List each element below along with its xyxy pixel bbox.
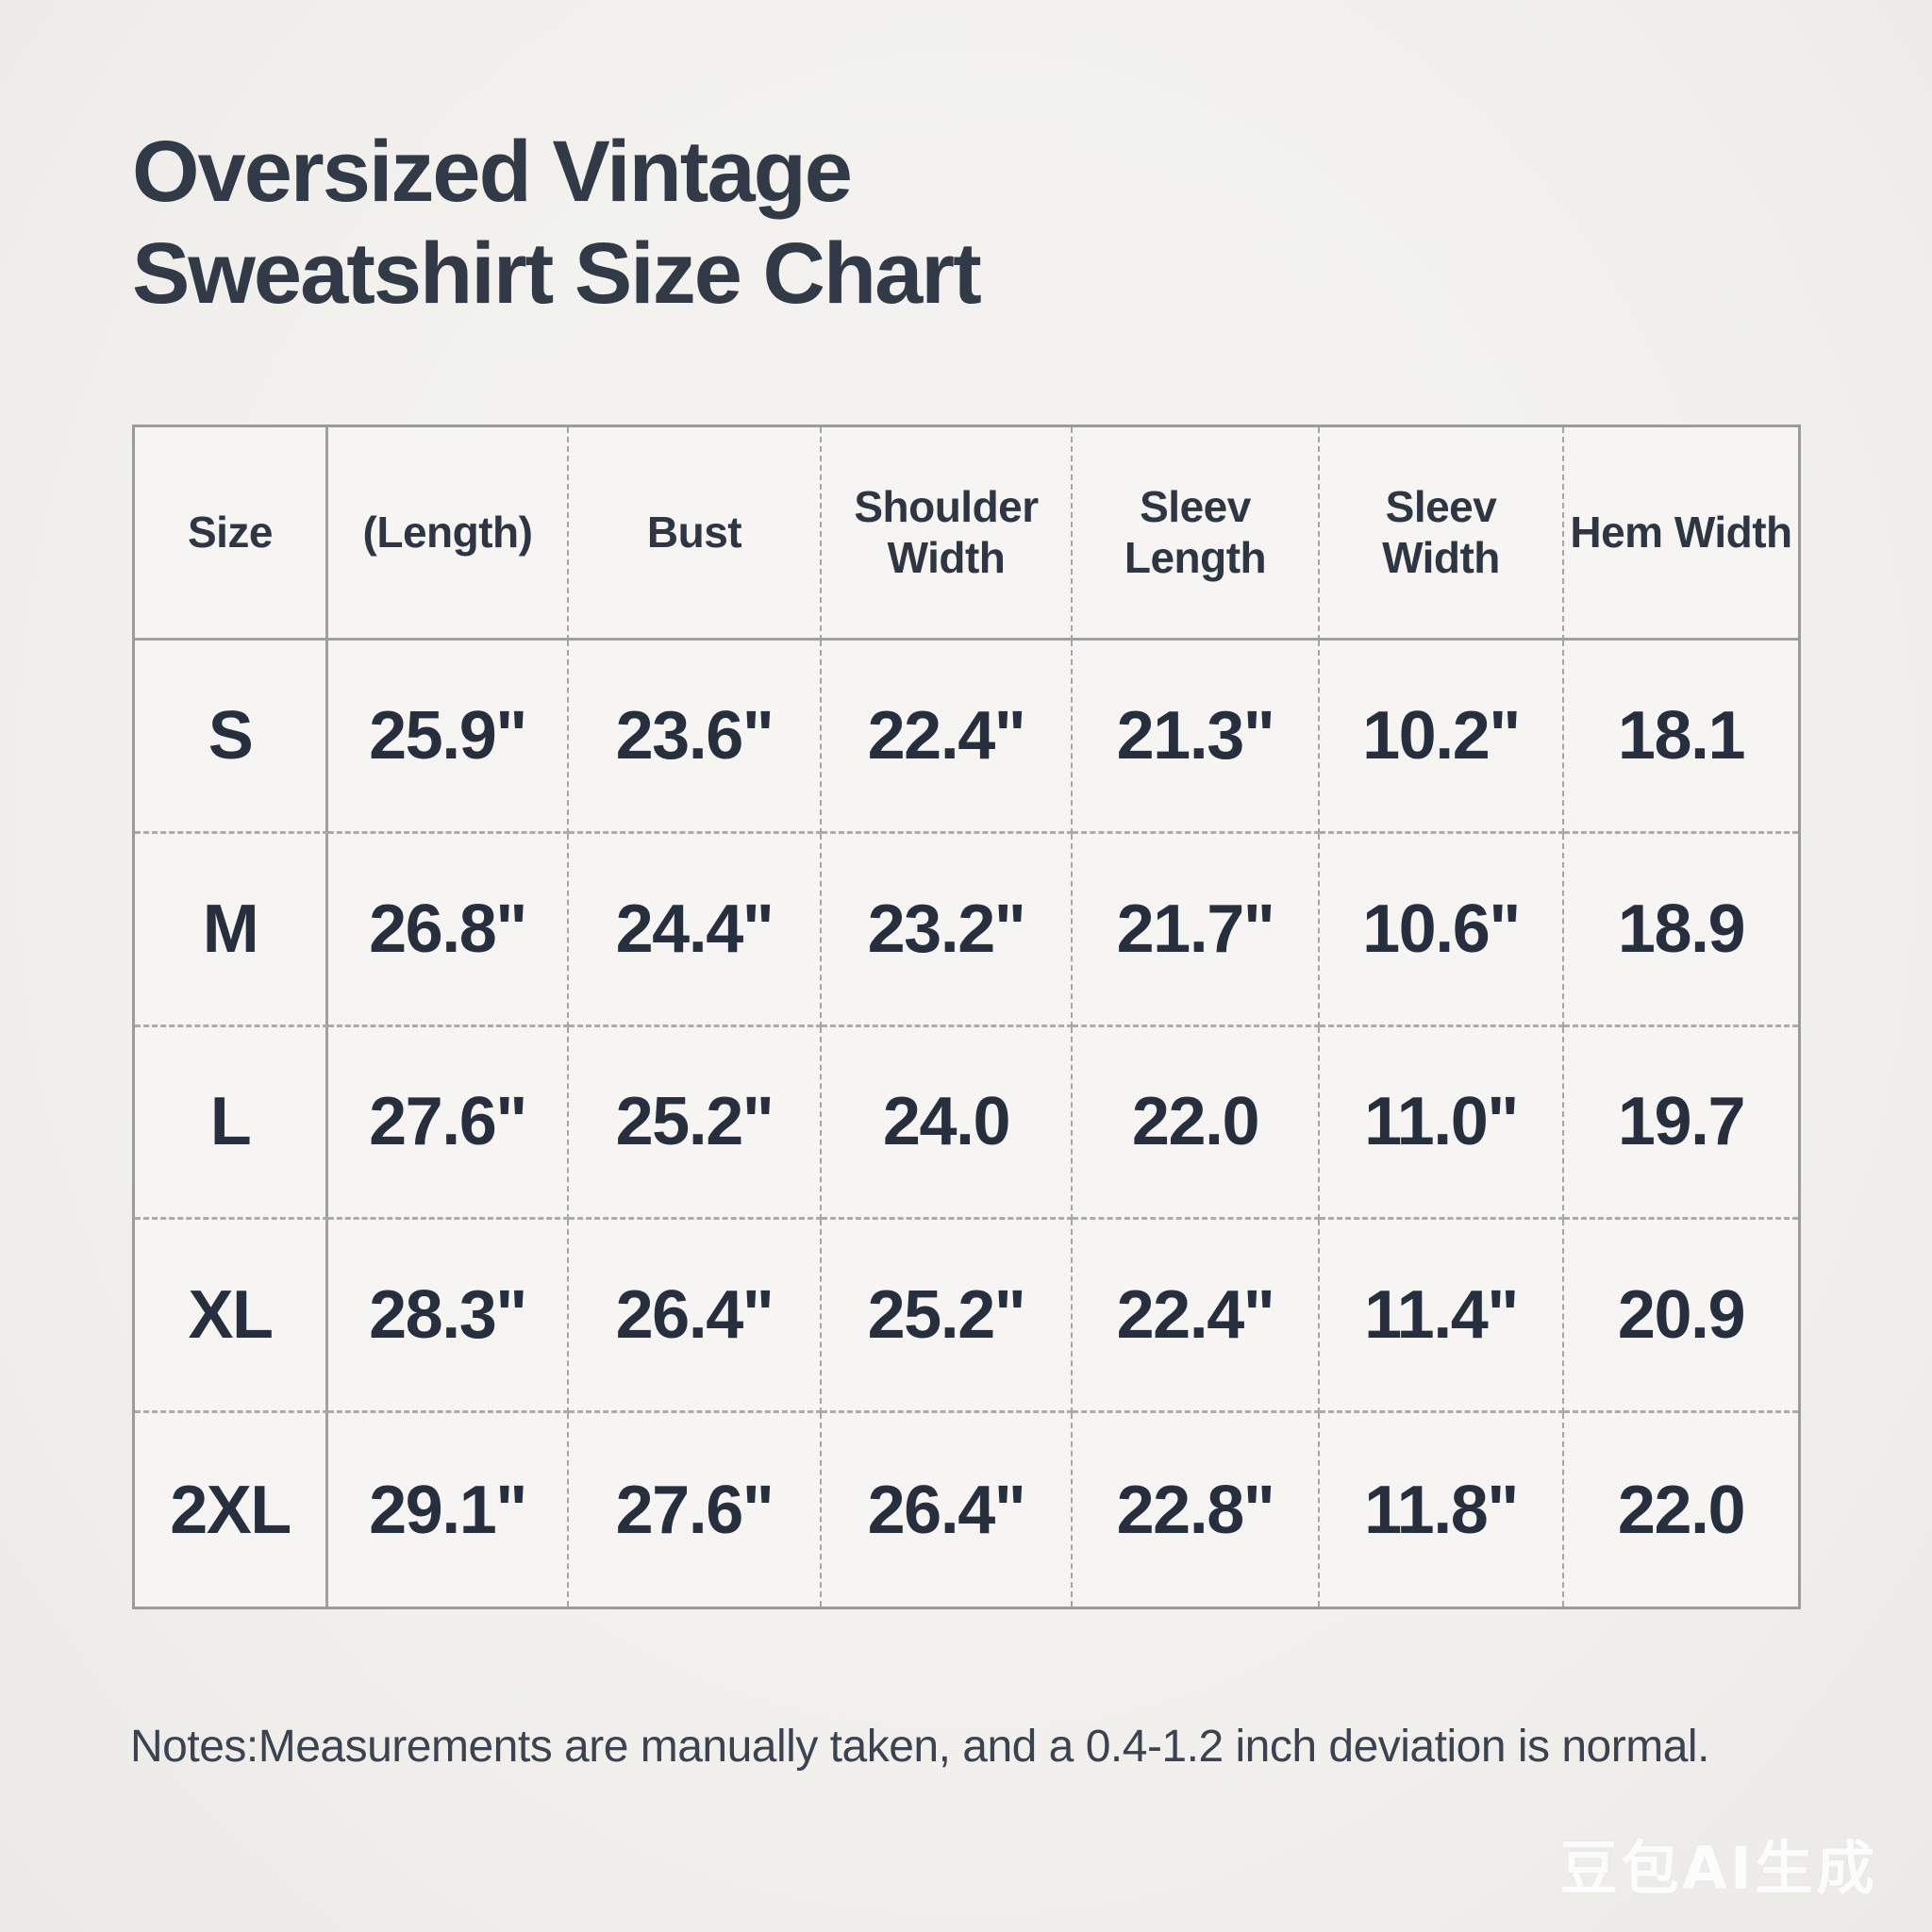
row-s-size-label: S [135,641,328,834]
row-m-sleeve-width: 10.6" [1320,833,1564,1027]
row-xl-shoulder-width: 25.2" [822,1220,1073,1414]
row-2xl-bust: 27.6" [569,1413,822,1607]
row-m-length: 26.8" [328,833,569,1027]
row-m-hem-width: 18.9 [1564,834,1798,1027]
row-2xl-size-label: 2XL [135,1413,328,1607]
row-xl-bust: 26.4" [569,1220,822,1414]
column-header-size: Size [135,427,328,641]
row-m-size-label: M [135,833,328,1027]
row-l-hem-width: 19.7 [1564,1027,1798,1221]
column-header-sleeve-length: Sleev Length [1073,427,1320,641]
row-l-bust: 25.2" [569,1026,822,1221]
row-l-sleeve-width: 11.0" [1320,1026,1564,1221]
row-s-length: 25.9" [328,641,569,834]
row-l-sleeve-length: 22.0 [1073,1026,1320,1221]
notes-text: Notes:Measurements are manually taken, a… [130,1722,1709,1772]
row-m-bust: 24.4" [569,833,822,1027]
row-s-shoulder-width: 22.4" [822,641,1073,834]
column-header-hem-width: Hem Width [1564,427,1798,641]
row-xl-size-label: XL [135,1220,328,1414]
row-2xl-shoulder-width: 26.4" [822,1413,1073,1607]
row-2xl-sleeve-width: 11.8" [1320,1413,1564,1607]
row-s-bust: 23.6" [569,641,822,834]
page-title: Oversized Vintage Sweatshirt Size Chart [132,124,982,322]
row-s-sleeve-length: 21.3" [1073,641,1320,834]
row-m-sleeve-length: 21.7" [1073,833,1320,1027]
row-l-size-label: L [135,1026,328,1221]
ai-watermark: 豆包AI生成 [1558,1834,1877,1903]
column-header-bust: Bust [569,427,822,641]
row-xl-sleeve-length: 22.4" [1073,1220,1320,1414]
row-xl-hem-width: 20.9 [1564,1220,1798,1414]
size-table: Size (Length) Bust Shoulder Width Sleev … [132,425,1801,1609]
column-header-length: (Length) [328,427,569,641]
row-m-shoulder-width: 23.2" [822,833,1073,1027]
row-2xl-hem-width: 22.0 [1617,1472,1746,1548]
row-s-sleeve-width: 10.2" [1320,641,1564,834]
row-2xl-sleeve-length: 22.8" [1073,1413,1320,1607]
row-l-shoulder-width: 24.0 [822,1026,1073,1221]
column-header-shoulder-width: Shoulder Width [822,427,1073,641]
row-xl-length: 28.3" [328,1220,569,1414]
row-s-hem-width: 18.1 [1564,641,1798,834]
column-header-sleeve-width: Sleev Width [1320,427,1564,641]
row-2xl-length: 29.1" [328,1413,569,1607]
row-l-length: 27.6" [328,1026,569,1221]
row-xl-sleeve-width: 11.4" [1320,1220,1564,1414]
